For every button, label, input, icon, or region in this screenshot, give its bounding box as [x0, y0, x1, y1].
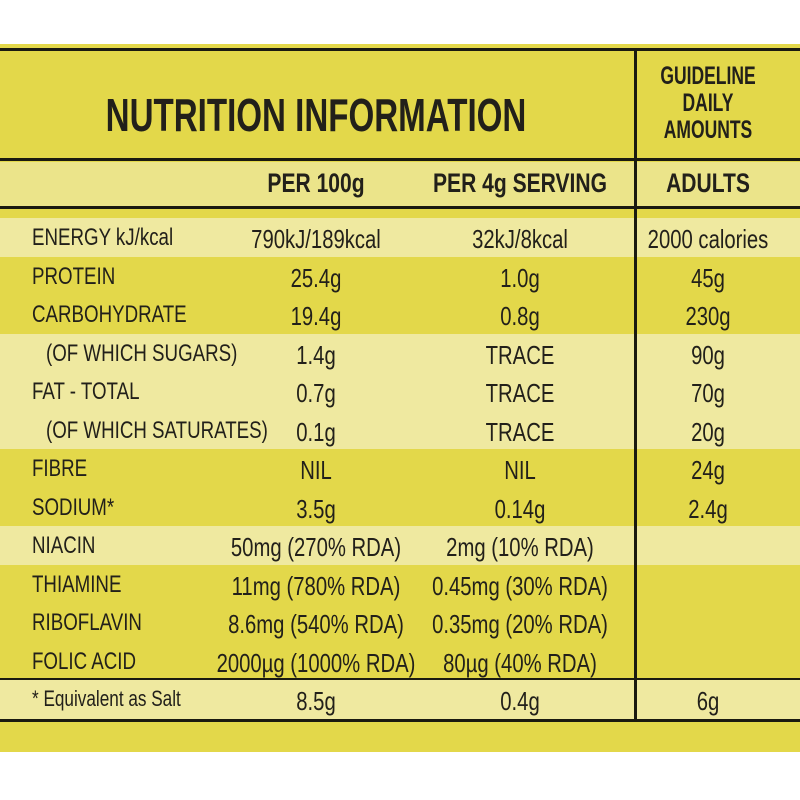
nutrient-label: * Equivalent as Salt [32, 686, 181, 711]
row-band [0, 526, 800, 565]
nutrient-label: ENERGY kJ/kcal [32, 224, 174, 251]
nutrient-value: 50mg (270% RDA) [230, 532, 402, 562]
nutrient-value: 2000 calories [647, 224, 769, 254]
nutrient-value: 80µg (40% RDA) [443, 647, 597, 678]
nutrient-value: 0.4g [500, 686, 540, 716]
nutrient-value: TRACE [485, 416, 555, 447]
nutrient-value: 2mg (10% RDA) [446, 532, 594, 562]
row-band [0, 410, 800, 449]
nutrient-label: SODIUM* [32, 493, 115, 521]
nutrient-value: 70g [691, 378, 725, 408]
nutrient-value: 11mg (780% RDA) [231, 570, 401, 601]
nutrient-value: 1.0g [500, 262, 540, 293]
nutrient-value: 3.5g [296, 493, 336, 524]
nutrient-label: CARBOHYDRATE [32, 301, 187, 328]
nutrient-value: 790kJ/189kcal [251, 224, 381, 254]
nutrient-value: 0.1g [296, 416, 336, 447]
nutrient-value: 24g [691, 455, 725, 485]
nutrient-value: 1.4g [296, 339, 336, 370]
row-band [0, 333, 800, 372]
nutrient-value: 8.6mg (540% RDA) [228, 609, 404, 639]
gda-heading: DAILY [682, 89, 734, 117]
nutrient-value: NIL [504, 455, 536, 485]
nutrient-label: FOLIC ACID [32, 647, 137, 675]
nutrient-label: THIAMINE [32, 570, 122, 598]
nutrient-label: RIBOFLAVIN [32, 609, 142, 636]
nutrient-value: 25.4g [290, 262, 342, 293]
gda-heading: GUIDELINE [660, 62, 756, 90]
nutrient-value: 45g [691, 262, 725, 293]
nutrient-label: (OF WHICH SATURATES) [46, 416, 268, 444]
row-band [0, 218, 800, 257]
column-header: ADULTS [666, 168, 750, 198]
row-band [0, 680, 800, 719]
row-band [0, 372, 800, 411]
nutrient-value: 0.45mg (30% RDA) [432, 570, 608, 601]
nutrient-value: TRACE [485, 378, 555, 408]
header-band [0, 162, 800, 206]
rule [0, 206, 800, 209]
nutrient-value: 90g [691, 339, 725, 370]
nutrient-value: NIL [300, 455, 332, 485]
rule [0, 48, 800, 51]
nutrient-label: NIACIN [32, 532, 96, 559]
nutrient-value: 32kJ/8kcal [472, 224, 568, 254]
nutrient-value: 19.4g [290, 301, 342, 331]
rule [0, 718, 800, 722]
nutrient-value: 6g [696, 686, 720, 716]
nutrient-value: 20g [691, 416, 725, 447]
column-header: PER 4g SERVING [432, 168, 607, 198]
rule [0, 158, 800, 161]
nutrient-value: 0.8g [500, 301, 540, 331]
title: NUTRITION INFORMATION [105, 89, 527, 141]
nutrient-value: 230g [685, 301, 731, 331]
gda-heading: AMOUNTS [663, 116, 753, 144]
column-rule [634, 48, 637, 719]
nutrient-value: 2.4g [688, 493, 728, 524]
nutrient-value: 0.7g [296, 378, 336, 408]
rule [0, 678, 800, 680]
nutrient-value: TRACE [485, 339, 555, 370]
nutrient-value: 0.14g [494, 493, 546, 524]
column-header: PER 100g [267, 168, 365, 198]
nutrient-label: FAT - TOTAL [32, 378, 140, 405]
nutrient-value: 0.35mg (20% RDA) [432, 609, 608, 639]
nutrient-label: PROTEIN [32, 262, 116, 290]
nutrient-label: (OF WHICH SUGARS) [46, 339, 238, 367]
nutrient-label: FIBRE [32, 455, 88, 482]
nutrient-value: 2000µg (1000% RDA) [216, 647, 416, 678]
nutrient-value: 8.5g [296, 686, 336, 716]
nutrition-label: NUTRITION INFORMATION GUIDELINE DAILY AMOUN… [0, 44, 800, 752]
